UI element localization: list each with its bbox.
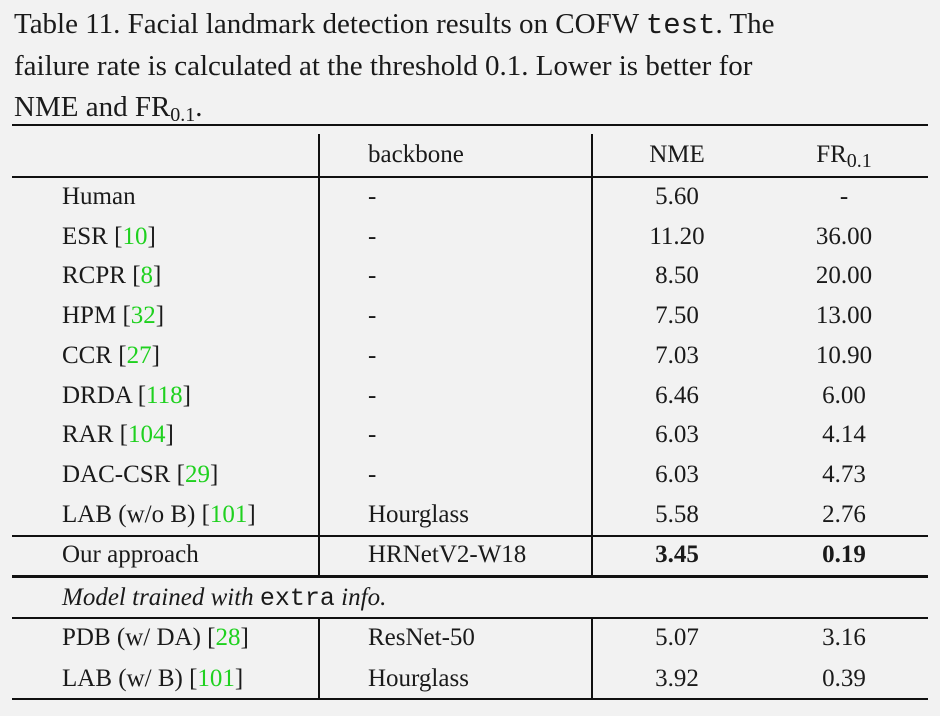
extra-rule [12, 617, 928, 619]
citation-link[interactable]: 27 [126, 341, 152, 369]
ours-fr: 0.19 [822, 541, 866, 568]
method-name: Human [62, 183, 136, 210]
citation-link[interactable]: 10 [122, 222, 148, 250]
method-name: CCR [62, 341, 113, 369]
ours-backbone: HRNetV2-W18 [368, 541, 527, 568]
method-name: DRDA [62, 381, 132, 409]
column-divider-2 [591, 134, 593, 575]
method-name: RCPR [62, 262, 126, 290]
method-name: ESR [62, 222, 108, 250]
method-cell: RAR [104] [62, 421, 174, 449]
nme-cell: 3.92 [655, 665, 699, 692]
fr-cell: 10.90 [815, 341, 873, 369]
bottom-rule [12, 698, 928, 700]
nme-cell: 6.46 [655, 381, 699, 409]
ours-method: Our approach [62, 541, 199, 568]
nme-cell: 11.20 [649, 222, 705, 250]
method-cell: ESR [10] [62, 222, 156, 250]
fr-cell: - [839, 183, 849, 210]
method-name: PDB (w/ DA) [62, 624, 201, 651]
nme-cell: 5.60 [655, 183, 699, 210]
fr-cell: 4.73 [822, 460, 866, 488]
method-name: RAR [62, 421, 114, 449]
method-cell: RCPR [8] [62, 262, 162, 290]
backbone-cell: Hourglass [368, 500, 469, 528]
backbone-cell: - [368, 183, 377, 210]
fr-cell: 2.76 [822, 500, 866, 528]
fr-cell: 13.00 [815, 302, 873, 330]
method-name: DAC-CSR [62, 460, 171, 488]
nme-cell: 5.07 [655, 624, 699, 651]
fr-cell: 6.00 [822, 381, 866, 409]
fr-cell: 0.39 [822, 665, 866, 692]
nme-cell: 6.03 [655, 460, 699, 488]
method-name: LAB (w/ B) [62, 665, 183, 692]
citation-link[interactable]: 29 [184, 460, 210, 488]
fr-cell: 36.00 [815, 222, 873, 250]
nme-cell: 8.50 [655, 262, 699, 290]
ours-bottom-rule [12, 575, 928, 578]
backbone-cell: ResNet-50 [368, 624, 475, 651]
backbone-cell: - [368, 421, 377, 449]
citation-link[interactable]: 101 [209, 500, 248, 528]
extra-section-title: Model trained with extra info. [62, 584, 387, 613]
citation-link[interactable]: 32 [130, 302, 156, 330]
method-cell: LAB (w/o B) [101] [62, 500, 256, 528]
nme-cell: 7.03 [655, 341, 699, 369]
nme-cell: 7.50 [655, 302, 699, 330]
backbone-cell: Hourglass [368, 665, 469, 692]
citation-link[interactable]: 28 [215, 624, 241, 651]
caption-line-2: failure rate is calculated at the thresh… [14, 50, 753, 82]
table-caption: Table 11. Facial landmark detection resu… [14, 4, 930, 128]
method-cell: DAC-CSR [29] [62, 460, 219, 488]
header-rule [12, 176, 928, 178]
backbone-cell: - [368, 381, 377, 409]
column-divider-2-extra [591, 618, 593, 698]
method-cell: CCR [27] [62, 341, 160, 369]
backbone-cell: - [368, 262, 377, 290]
method-cell: Human [62, 181, 136, 213]
backbone-cell: - [368, 460, 377, 488]
header-backbone: backbone [368, 141, 464, 168]
header-fr: FR0.1 [816, 141, 872, 172]
method-cell: HPM [32] [62, 302, 165, 330]
ours-top-rule [12, 535, 928, 537]
column-divider-1-extra [318, 618, 320, 698]
method-cell: PDB (w/ DA) [28] [62, 624, 249, 651]
citation-link[interactable]: 8 [140, 262, 154, 290]
fr-cell: 20.00 [815, 262, 873, 290]
column-divider-1 [318, 134, 320, 575]
method-name: LAB (w/o B) [62, 500, 196, 528]
header-nme: NME [649, 141, 705, 168]
nme-cell: 6.03 [655, 421, 699, 449]
ours-nme: 3.45 [655, 541, 699, 568]
backbone-cell: - [368, 302, 377, 330]
top-rule [12, 124, 928, 126]
citation-link[interactable]: 104 [127, 421, 166, 449]
caption-line-1: Table 11. Facial landmark detection resu… [14, 8, 775, 42]
fr-cell: 3.16 [822, 624, 866, 651]
backbone-cell: - [368, 341, 377, 369]
method-cell: DRDA [118] [62, 381, 191, 409]
caption-line-3: NME and FR0.1. [14, 91, 203, 126]
fr-cell: 4.14 [822, 421, 866, 449]
citation-link[interactable]: 118 [146, 381, 183, 409]
nme-cell: 5.58 [655, 500, 699, 528]
backbone-cell: - [368, 222, 377, 250]
citation-link[interactable]: 101 [197, 665, 235, 692]
method-cell: LAB (w/ B) [101] [62, 665, 244, 692]
method-name: HPM [62, 302, 117, 330]
